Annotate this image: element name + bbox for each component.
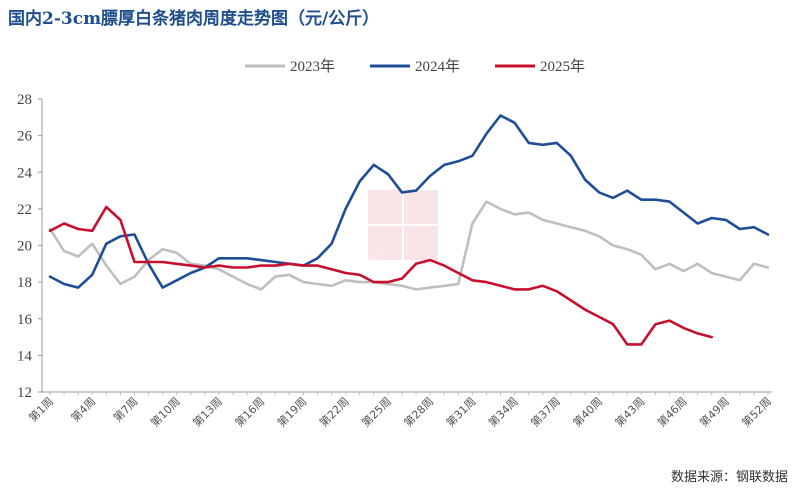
y-tick-label: 16	[17, 312, 33, 328]
series-line-2023年	[48, 200, 770, 291]
y-tick-label: 12	[17, 385, 32, 401]
y-tick-label: 24	[17, 165, 33, 181]
x-tick-label: 第10周	[147, 394, 182, 429]
x-tick-label: 第22周	[316, 394, 351, 429]
x-tick-label: 第34周	[485, 394, 520, 429]
x-tick-label: 第4周	[68, 394, 98, 424]
y-tick-label: 18	[17, 275, 32, 291]
x-tick-label: 第19周	[274, 394, 309, 429]
x-tick-label: 第25周	[359, 394, 394, 429]
x-tick-label: 第28周	[401, 394, 436, 429]
legend-label: 2023年	[290, 58, 335, 75]
x-tick-label: 第43周	[612, 394, 647, 429]
x-tick-label: 第16周	[232, 394, 267, 429]
legend-label: 2024年	[415, 58, 460, 75]
series-line-2025年	[48, 205, 714, 346]
x-tick-label: 第46周	[654, 394, 689, 429]
y-tick-label: 28	[17, 92, 32, 108]
x-tick-label: 第13周	[190, 394, 225, 429]
y-tick-label: 14	[17, 348, 33, 364]
watermark-logo	[368, 190, 438, 260]
y-tick-label: 20	[17, 239, 32, 255]
x-tick-label: 第31周	[443, 394, 478, 429]
legend-label: 2025年	[540, 58, 585, 75]
y-tick-label: 22	[17, 202, 32, 218]
x-tick-label: 第52周	[739, 394, 774, 429]
x-tick-label: 第40周	[570, 394, 605, 429]
x-tick-label: 第7周	[110, 394, 140, 424]
y-tick-label: 26	[17, 129, 33, 145]
series-line-2024年	[48, 114, 770, 289]
chart-title: 国内2-3cm膘厚白条猪肉周度走势图（元/公斤）	[8, 9, 380, 29]
x-tick-label: 第49周	[697, 394, 732, 429]
source-note: 数据来源：钢联数据	[670, 470, 788, 485]
x-tick-label: 第37周	[528, 394, 563, 429]
